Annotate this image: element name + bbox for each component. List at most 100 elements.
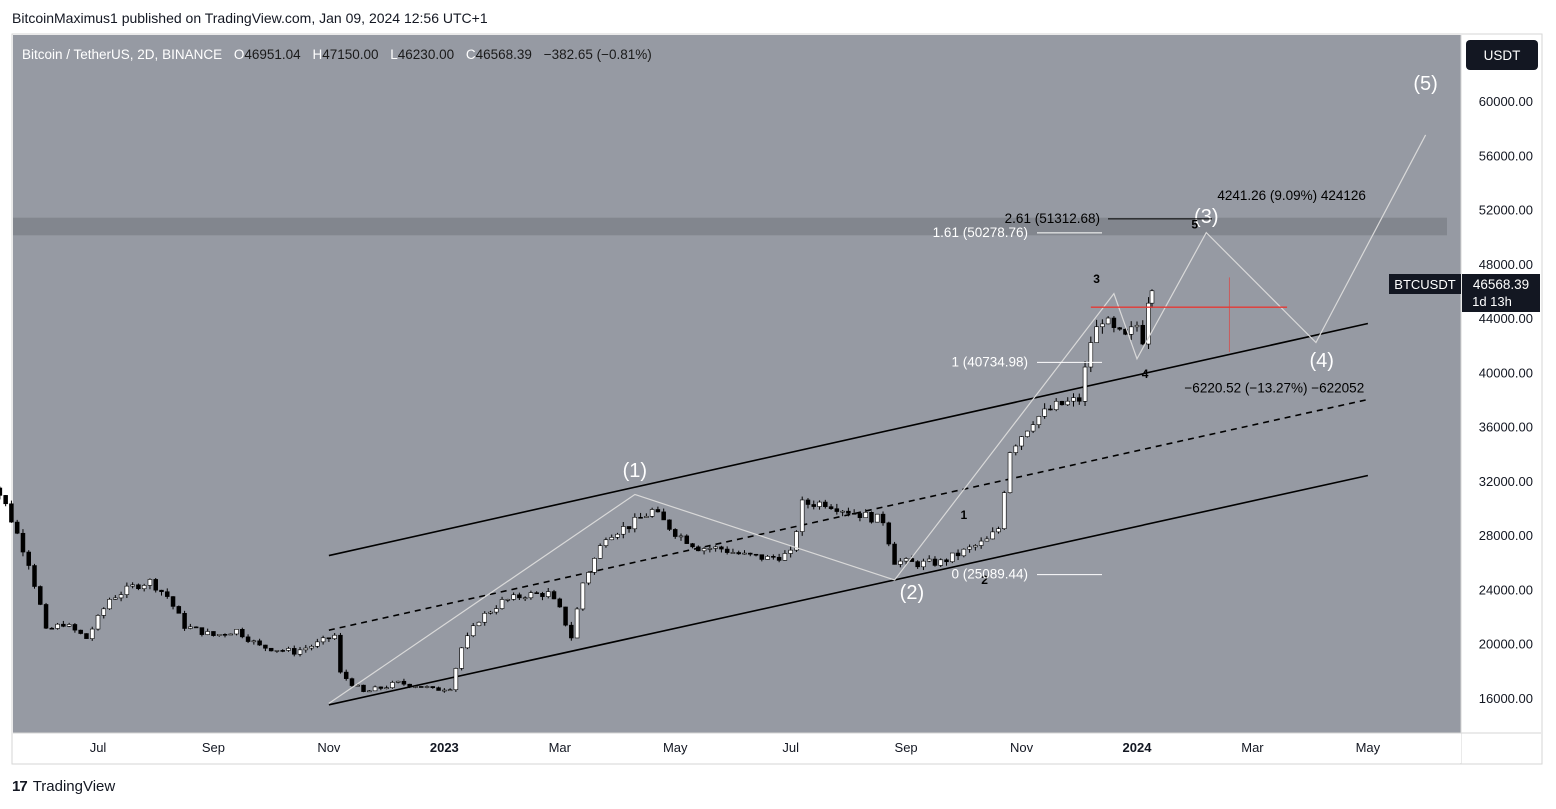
candle-body (759, 554, 765, 560)
candle (851, 509, 857, 515)
candle-body (361, 684, 366, 692)
candle-body (378, 686, 384, 689)
candle-body (211, 631, 216, 636)
candle (78, 629, 83, 635)
candle-body (1030, 424, 1036, 432)
candle (840, 510, 845, 517)
candle (719, 545, 724, 553)
candle-body (1149, 290, 1155, 304)
currency-badge[interactable] (1466, 40, 1538, 70)
candle (482, 611, 487, 626)
candle (551, 589, 557, 600)
candle-body (482, 612, 487, 623)
candle (176, 605, 182, 614)
candle (644, 513, 649, 518)
candle-body (817, 501, 822, 507)
wave-label-major: (4) (1309, 350, 1333, 372)
candle (413, 685, 418, 689)
candle (1140, 320, 1146, 346)
candle (141, 583, 147, 592)
candle (1030, 421, 1036, 434)
candle (730, 548, 736, 554)
legend-open-value: 46951.04 (244, 47, 301, 62)
candle-body (268, 647, 274, 652)
price-axis[interactable] (1461, 35, 1541, 733)
candle-body (78, 629, 83, 634)
candle (926, 555, 932, 563)
candle-body (263, 644, 268, 649)
candle-body (955, 552, 961, 557)
candle-body (153, 579, 158, 591)
price-tag-bg (1462, 274, 1540, 312)
candle (996, 526, 1001, 534)
candle (309, 644, 314, 651)
candle-body (251, 640, 257, 643)
candle-body (592, 558, 597, 573)
candle-body (944, 559, 949, 563)
candle-body (315, 641, 320, 647)
candle-body (1013, 445, 1019, 453)
candle-body (799, 499, 805, 532)
wave-label-major: (2) (900, 582, 924, 604)
plot-background (13, 35, 1461, 733)
candle (667, 519, 672, 531)
candle (632, 513, 638, 533)
candle-body (130, 584, 135, 587)
y-tick-label: 36000.00 (1479, 420, 1533, 435)
candle-body (603, 539, 609, 546)
time-axis[interactable] (13, 733, 1461, 763)
candle (228, 633, 234, 636)
candle (43, 602, 49, 630)
candle (874, 513, 880, 523)
wave-label-major: (5) (1413, 73, 1437, 95)
legend-low-value: 46230.00 (398, 47, 454, 62)
candle-body (950, 552, 955, 563)
x-tick-label: Mar (549, 740, 572, 755)
channel-lower-line (328, 474, 1369, 706)
x-axis-labels: Jul Sep Nov 2023 Mar May Jul Sep Nov 2024 Mar May (90, 740, 1381, 755)
candle-body (476, 621, 482, 627)
candle-body (165, 591, 170, 597)
candle (286, 646, 291, 652)
candle (1128, 321, 1134, 340)
candle-body (713, 546, 718, 549)
candle (0, 486, 3, 500)
candle-body (557, 598, 563, 608)
candle-body (678, 535, 684, 538)
candle (886, 521, 892, 547)
candle (326, 637, 332, 642)
candle-body (499, 599, 505, 609)
candle (1001, 490, 1007, 530)
candle (603, 537, 609, 548)
candle-body (534, 592, 539, 594)
tradingview-logo-icon: 17 (12, 778, 28, 795)
candle-body (672, 529, 678, 537)
y-tick-label: 24000.00 (1479, 582, 1533, 597)
candle (522, 596, 528, 602)
candle-body (14, 521, 20, 534)
candle-body (1053, 400, 1059, 410)
candle (89, 626, 95, 641)
candle (955, 549, 961, 561)
candle (182, 610, 187, 631)
candle-body (748, 552, 753, 555)
x-tick-label: Nov (317, 740, 341, 755)
tradingview-wordmark: TradingView (32, 778, 116, 795)
candle (1013, 444, 1019, 456)
fib-level-label: 1 (40734.98) (951, 354, 1028, 369)
candle (297, 646, 303, 657)
tradingview-brand[interactable]: 17 TradingView (12, 778, 115, 795)
candle (950, 552, 955, 564)
candle-body (1071, 397, 1076, 402)
candle-body (707, 548, 713, 550)
candle-body (401, 680, 407, 685)
candle-body (978, 540, 984, 546)
candle-body (61, 623, 66, 627)
candle-body (66, 624, 72, 627)
candle-body (1146, 302, 1151, 345)
candle-body (1128, 326, 1134, 335)
candle (626, 526, 632, 533)
wave-path-layer (328, 134, 1427, 704)
candle-body (136, 584, 141, 590)
